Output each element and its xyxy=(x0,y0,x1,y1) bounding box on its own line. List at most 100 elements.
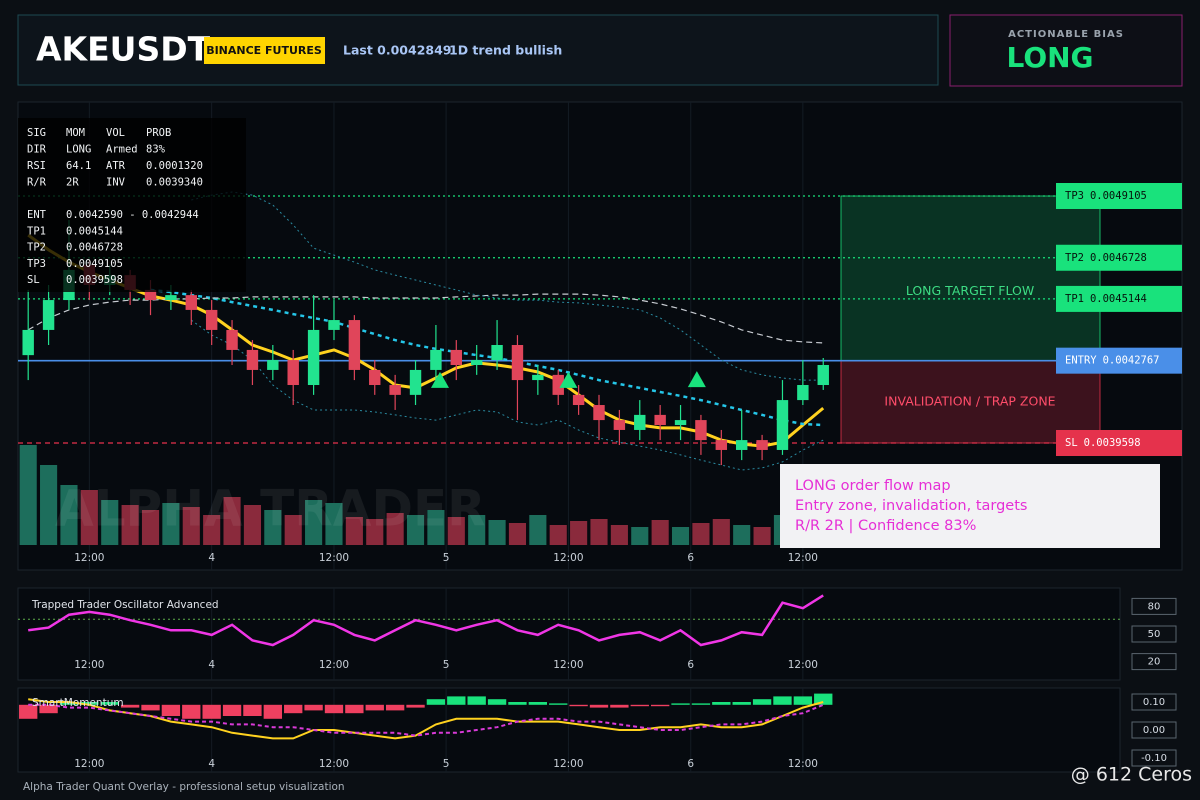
info-text: 0.0039598 xyxy=(66,274,123,286)
momentum-bar xyxy=(487,699,507,705)
y-tick-label: 0.00 xyxy=(1143,725,1165,736)
candle-body xyxy=(267,360,279,370)
info-text: DIR xyxy=(27,144,47,156)
trend: 1D trend bullish xyxy=(449,43,562,58)
volume-bar xyxy=(80,490,98,545)
credit: @ 612 Ceros xyxy=(1071,764,1192,786)
info-text: RSI xyxy=(27,160,46,172)
y-tick-box xyxy=(1131,721,1177,739)
volume-bar xyxy=(610,525,628,545)
info-panel xyxy=(18,118,246,292)
x-tick-label: 6 xyxy=(687,552,694,564)
bias-box xyxy=(949,14,1183,87)
x-tick-label: 4 xyxy=(208,552,215,564)
x-tick-label: 12:00 xyxy=(553,552,583,564)
momentum-bar xyxy=(141,704,160,711)
volume-bar xyxy=(549,525,567,545)
candle-body xyxy=(185,295,197,310)
volume-bar xyxy=(203,515,221,545)
level-name: SL xyxy=(1065,437,1078,449)
volume-bar xyxy=(712,519,730,545)
info-text: 2R xyxy=(66,177,79,189)
x-tick-label: 12:00 xyxy=(553,758,583,770)
y-tick-box xyxy=(1131,597,1177,615)
oscillator-panel xyxy=(17,587,1121,681)
momentum-bar xyxy=(161,704,181,716)
volume-bar xyxy=(121,505,139,545)
info-text: INV xyxy=(106,177,126,189)
indicator-line xyxy=(191,319,824,471)
info-text: LONG xyxy=(66,144,91,156)
exchange-badge xyxy=(204,37,325,64)
info-text: VOL xyxy=(106,127,125,139)
signal-marker xyxy=(559,371,578,388)
momentum-bar xyxy=(467,696,486,705)
candle-body xyxy=(389,385,401,395)
volume-bar xyxy=(223,497,241,545)
momentum-bar xyxy=(650,704,670,707)
info-text: SIG xyxy=(27,127,46,139)
momentum-bar xyxy=(80,702,99,705)
volume-bar xyxy=(427,510,445,545)
y-tick-label: -0.10 xyxy=(1141,753,1167,764)
trap-zone-label: INVALIDATION / TRAP ZONE xyxy=(884,393,1055,408)
info-text: TP3 xyxy=(27,258,46,270)
momentum-bar xyxy=(59,702,79,705)
x-tick-label: 12:00 xyxy=(74,659,104,671)
momentum-bar xyxy=(263,704,282,719)
momentum-bar xyxy=(549,703,568,705)
x-tick-label: 12:00 xyxy=(788,552,818,564)
symbol: AKEUSDT xyxy=(36,30,211,69)
x-tick-label: 12:00 xyxy=(74,552,104,564)
candle-body xyxy=(165,295,177,301)
momentum-bar xyxy=(243,704,262,716)
volume-bar xyxy=(406,515,425,545)
volume-bar xyxy=(60,485,78,545)
momentum-bar xyxy=(732,702,751,705)
momentum-bar xyxy=(447,696,466,705)
indicator-line xyxy=(191,191,824,381)
candle-body xyxy=(654,414,666,426)
indicator-line xyxy=(150,288,824,427)
momentum-bar xyxy=(182,704,201,719)
candle-body xyxy=(226,329,238,350)
momentum-bar xyxy=(630,704,649,707)
volume-bar xyxy=(753,527,771,545)
info-text: 0.0045144 xyxy=(66,225,123,237)
x-tick-label: 12:00 xyxy=(319,552,349,564)
info-text: 0.0046728 xyxy=(66,242,123,254)
y-tick-box xyxy=(1131,653,1177,671)
candle-body xyxy=(42,300,55,330)
info-text: TP2 xyxy=(27,242,46,254)
momentum-panel xyxy=(17,687,1121,773)
info-text: 83% xyxy=(146,144,166,156)
volume-bar xyxy=(468,515,486,545)
note-line: Entry zone, invalidation, targets xyxy=(795,498,1027,514)
y-tick-box xyxy=(1131,625,1177,643)
level-box xyxy=(1056,285,1182,312)
momentum-bar xyxy=(365,704,384,711)
level-value: 0.0039598 xyxy=(1084,437,1141,449)
candle-body xyxy=(735,440,748,450)
footer: Alpha Trader Quant Overlay - professiona… xyxy=(23,781,345,793)
x-tick-label: 6 xyxy=(687,659,694,671)
candle-body xyxy=(572,394,585,406)
bias-value: LONG xyxy=(1006,41,1093,74)
candle-body xyxy=(593,405,605,421)
momentum-bar xyxy=(100,702,119,705)
momentum-bar xyxy=(569,704,588,707)
momentum-bar xyxy=(814,693,833,705)
x-tick-label: 5 xyxy=(443,659,450,671)
candle-body xyxy=(552,374,564,395)
volume-bar xyxy=(692,523,710,545)
bias-label: ACTIONABLE BIAS xyxy=(1008,29,1124,40)
volume-bar xyxy=(40,465,58,545)
x-tick-label: 12:00 xyxy=(553,659,583,671)
x-tick-label: 12:00 xyxy=(788,758,818,770)
x-tick-label: 12:00 xyxy=(319,659,349,671)
y-tick-label: 50 xyxy=(1148,629,1161,640)
momentum-bar xyxy=(528,702,548,705)
volume-bar xyxy=(162,503,180,545)
candle-body xyxy=(511,344,524,381)
candle-body xyxy=(491,344,503,361)
